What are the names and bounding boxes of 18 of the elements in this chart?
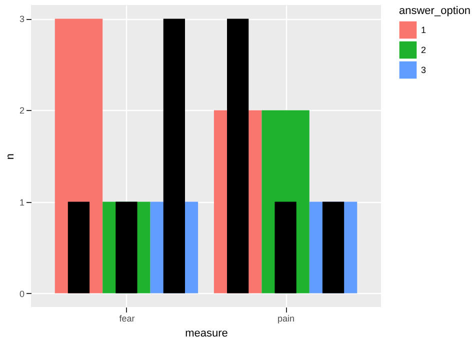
legend-label: 2 (421, 45, 426, 55)
legend-label: 3 (421, 65, 426, 75)
bar (68, 202, 90, 294)
bar (322, 202, 344, 294)
x-tick-label: pain (278, 314, 295, 324)
bar (116, 202, 138, 294)
y-tick-label: 2 (19, 106, 24, 116)
x-tick-label: fear (119, 314, 135, 324)
x-axis-title: measure (185, 328, 228, 338)
bar (227, 18, 249, 294)
legend-title: answer_option (399, 5, 471, 17)
y-tick-label: 3 (19, 14, 24, 24)
y-axis-title: n (4, 153, 16, 160)
bar (163, 18, 185, 294)
legend-label: 1 (421, 25, 426, 35)
y-tick-label: 0 (19, 288, 24, 299)
bar (274, 202, 296, 294)
y-tick-label: 1 (19, 197, 24, 208)
